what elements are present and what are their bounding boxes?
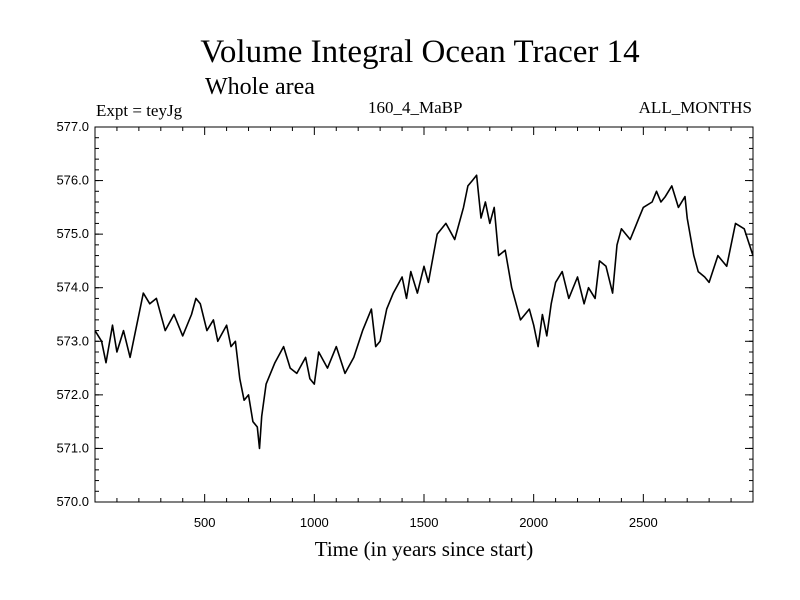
y-tick-label: 572.0 xyxy=(56,387,89,402)
x-tick-label: 2000 xyxy=(519,515,548,530)
x-tick-label: 2500 xyxy=(629,515,658,530)
x-tick-label: 1000 xyxy=(300,515,329,530)
run-label: 160_4_MaBP xyxy=(368,98,463,117)
y-tick-label: 571.0 xyxy=(56,440,89,455)
y-tick-label: 575.0 xyxy=(56,226,89,241)
chart-title: Volume Integral Ocean Tracer 14 xyxy=(200,34,640,70)
y-tick-label: 570.0 xyxy=(56,494,89,509)
y-tick-label: 577.0 xyxy=(56,119,89,134)
plot-frame xyxy=(94,126,754,503)
y-tick-label: 574.0 xyxy=(56,280,89,295)
experiment-label: Expt = teyJg xyxy=(96,101,183,120)
chart-subtitle: Whole area xyxy=(205,74,315,100)
months-label: ALL_MONTHS xyxy=(638,98,752,117)
y-tick-label: 573.0 xyxy=(56,333,89,348)
x-tick-label: 1500 xyxy=(410,515,439,530)
y-tick-label: 576.0 xyxy=(56,173,89,188)
x-tick-label: 500 xyxy=(194,515,216,530)
x-axis-label: Time (in years since start) xyxy=(314,537,534,561)
series-line-0 xyxy=(94,174,754,450)
